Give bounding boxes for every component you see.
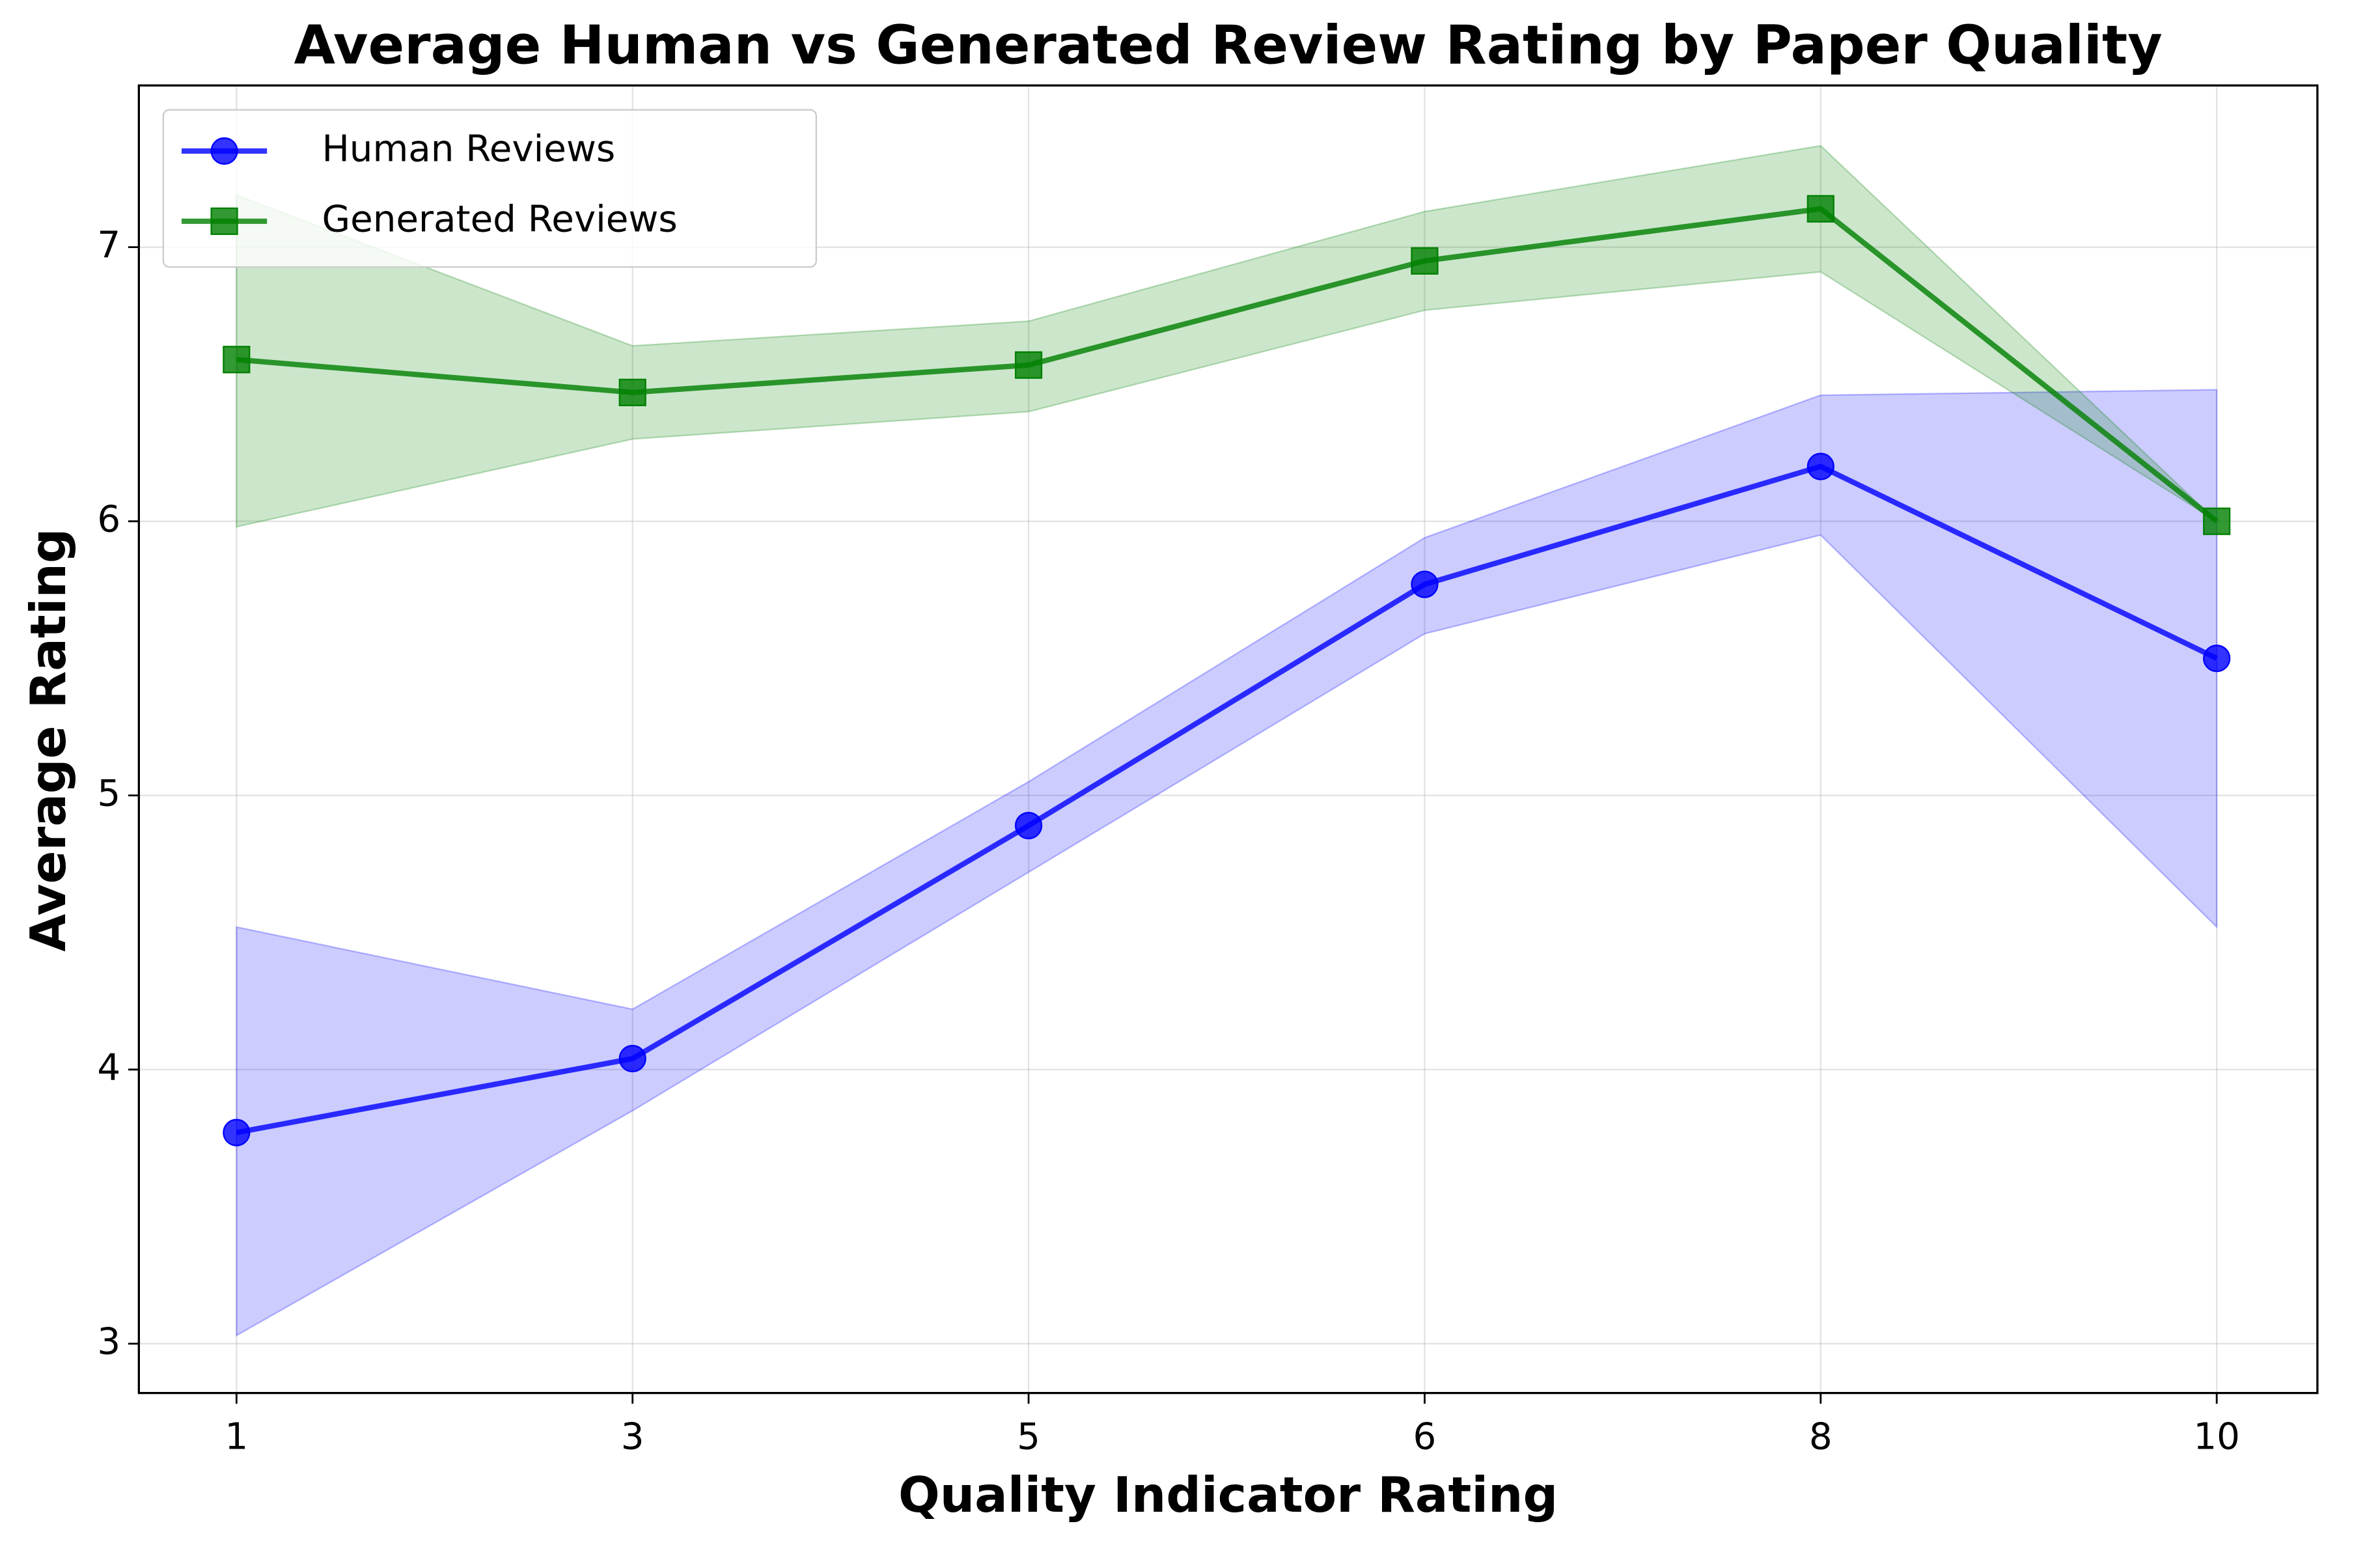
- marker: [1411, 247, 1439, 275]
- x-tick-label: 10: [2193, 1416, 2240, 1458]
- confidence-band: [236, 389, 2218, 1337]
- y-tick-label: 6: [97, 498, 120, 540]
- y-tick-label: 7: [97, 224, 120, 266]
- marker: [1411, 570, 1439, 598]
- x-tick-label: 6: [1413, 1416, 1437, 1458]
- y-axis-label: Average Rating: [20, 528, 77, 951]
- marker: [1806, 452, 1834, 480]
- line: [236, 206, 2219, 523]
- x-tick-label: 1: [225, 1416, 248, 1458]
- marker: [2203, 507, 2231, 535]
- marker: [1014, 351, 1043, 379]
- x-tick-label: 8: [1809, 1416, 1833, 1458]
- marker: [2203, 645, 2231, 673]
- marker: [618, 378, 646, 406]
- marker: [223, 346, 251, 374]
- legend-box: [162, 109, 818, 268]
- confidence-band: [236, 145, 2217, 528]
- legend-label: Human Reviews: [322, 128, 616, 171]
- line: [236, 464, 2218, 1135]
- legend: Human Reviews Generated Reviews: [162, 109, 818, 268]
- marker: [210, 207, 238, 235]
- legend-label: Generated Reviews: [322, 198, 678, 240]
- x-tick-label: 5: [1017, 1416, 1040, 1458]
- y-tick-label: 4: [97, 1046, 120, 1089]
- y-tick-label: 5: [97, 772, 120, 814]
- plot-frame: [137, 84, 2319, 1395]
- x-axis-label: Quality Indicator Rating: [898, 1466, 1558, 1523]
- marker: [618, 1044, 646, 1073]
- x-tick-label: 3: [621, 1416, 644, 1458]
- marker: [1014, 811, 1043, 840]
- marker: [223, 1119, 251, 1147]
- y-tick-label: 3: [97, 1320, 120, 1363]
- marker: [210, 137, 238, 165]
- chart-title: Average Human vs Generated Review Rating…: [294, 14, 2162, 76]
- marker: [1806, 195, 1834, 223]
